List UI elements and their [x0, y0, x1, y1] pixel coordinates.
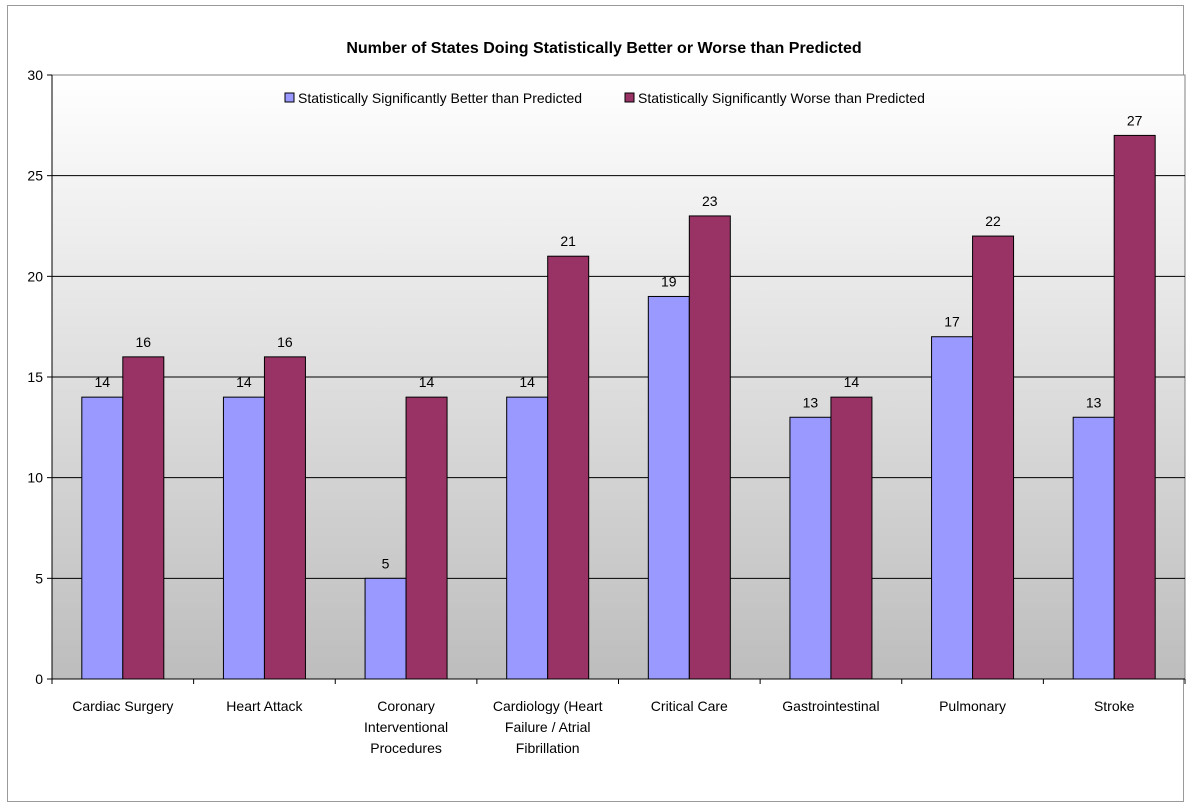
legend-swatch: [284, 92, 295, 103]
data-label: 13: [803, 394, 819, 410]
bar: [931, 336, 974, 680]
data-label: 14: [236, 374, 252, 390]
x-axis: Cardiac Surgery Heart Attack Coronary Inter…: [51, 678, 1186, 756]
data-label: 23: [702, 193, 718, 209]
x-tick-label: Gastrointestinal: [782, 698, 879, 714]
data-label: 16: [277, 334, 293, 350]
data-label: 14: [519, 374, 535, 390]
data-label: 17: [944, 314, 960, 330]
data-label: 13: [1086, 394, 1102, 410]
x-tick-label: Stroke: [1094, 698, 1135, 714]
y-axis: 0 5 10 15 20 25 30: [27, 67, 53, 687]
data-label: 14: [419, 374, 435, 390]
y-tick-label: 10: [27, 470, 43, 486]
data-labels: 14 14 5 14 19 13 17 13 16 16 14 21 23 14 22 27: [95, 112, 1143, 571]
bar: [263, 356, 306, 680]
bar: [81, 396, 124, 680]
bar: [547, 255, 590, 680]
x-tick-label: Cardiology (Heart Failure / Atrial Fibrill…: [493, 698, 603, 756]
legend-swatch: [624, 92, 635, 103]
bar: [647, 295, 690, 680]
data-label: 5: [382, 555, 390, 571]
x-tick-label: Heart Attack: [226, 698, 303, 714]
chart-title: Number of States Doing Statistically Bet…: [346, 40, 861, 57]
y-tick-label: 20: [27, 268, 43, 284]
data-label: 19: [661, 273, 677, 289]
x-tick-label: Critical Care: [651, 698, 728, 714]
x-tick-label: Cardiac Surgery: [72, 698, 173, 714]
bar: [506, 396, 549, 680]
bar: [830, 396, 873, 680]
bar: [688, 215, 731, 680]
bar: [1072, 416, 1115, 680]
y-tick-label: 25: [27, 168, 43, 184]
bar: [789, 416, 832, 680]
data-label: 14: [95, 374, 111, 390]
y-tick-label: 0: [35, 671, 43, 687]
data-label: 27: [1127, 112, 1143, 128]
y-tick-label: 30: [27, 67, 43, 83]
legend-label: Statistically Significantly Worse than P…: [638, 90, 925, 106]
bar: [222, 396, 265, 680]
y-tick-label: 15: [27, 369, 43, 385]
bar: [122, 356, 165, 680]
bars: [81, 134, 1156, 680]
legend-label: Statistically Significantly Better than …: [298, 90, 582, 106]
data-label: 22: [985, 213, 1001, 229]
bar: [364, 577, 407, 680]
data-label: 14: [844, 374, 860, 390]
data-label: 16: [136, 334, 152, 350]
x-tick-label: Pulmonary: [939, 698, 1006, 714]
bar: [405, 396, 448, 680]
bar: [1113, 134, 1156, 680]
y-tick-label: 5: [35, 570, 43, 586]
legend: Statistically Significantly Better than …: [284, 90, 925, 106]
x-tick-label: Coronary Interventional Procedures: [364, 698, 448, 756]
data-label: 21: [560, 233, 576, 249]
bar: [972, 235, 1015, 680]
